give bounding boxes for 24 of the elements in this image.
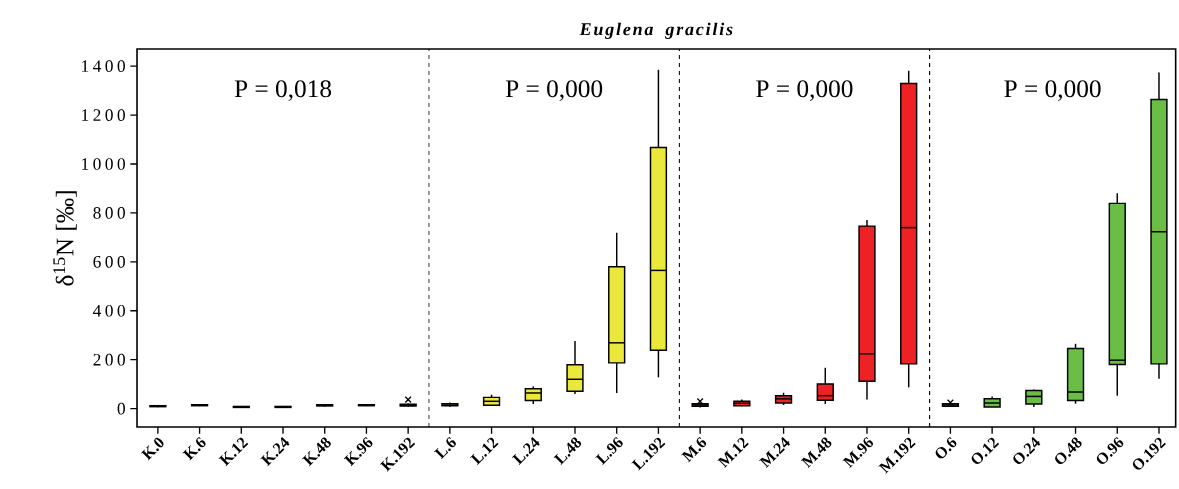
y-tick-label: 1 0 0 0 (82, 158, 125, 170)
y-tick-label: 1 4 0 0 (82, 60, 125, 72)
annotation: P = 0,000 (756, 80, 853, 101)
x-tick-label: M.6 (681, 436, 707, 463)
annotation: P = 0,000 (1004, 80, 1101, 101)
y-tick-label: 4 0 0 (93, 304, 125, 317)
y-tick-label: 8 0 0 (93, 207, 125, 219)
x-tick-label: O.96 (1096, 436, 1124, 464)
y-tick-label: 0 (117, 402, 125, 415)
x-tick-label: L.6 (434, 436, 456, 460)
y-tick-label: 2 0 0 (93, 353, 125, 366)
x-tick-label: O.24 (1013, 436, 1041, 464)
x-tick-label: O.12 (971, 437, 1000, 464)
x-tick-label: O.6 (935, 436, 957, 459)
y-tick-label: 6 0 0 (93, 256, 125, 268)
x-tick-label: O.48 (1055, 437, 1082, 464)
x-tick-label: K.0 (140, 437, 164, 461)
annotation: P = 0,018 (234, 80, 332, 101)
annotation: P = 0,000 (505, 80, 603, 101)
x-tick-label: L.12 (470, 437, 499, 465)
chart-title: Euglena gracilis (579, 22, 733, 39)
x-tick-label: K.6 (182, 436, 206, 461)
y-axis-title: δ$^{15}$N [‰] (53, 191, 77, 286)
y-tick-label: 1 2 0 0 (82, 109, 125, 121)
